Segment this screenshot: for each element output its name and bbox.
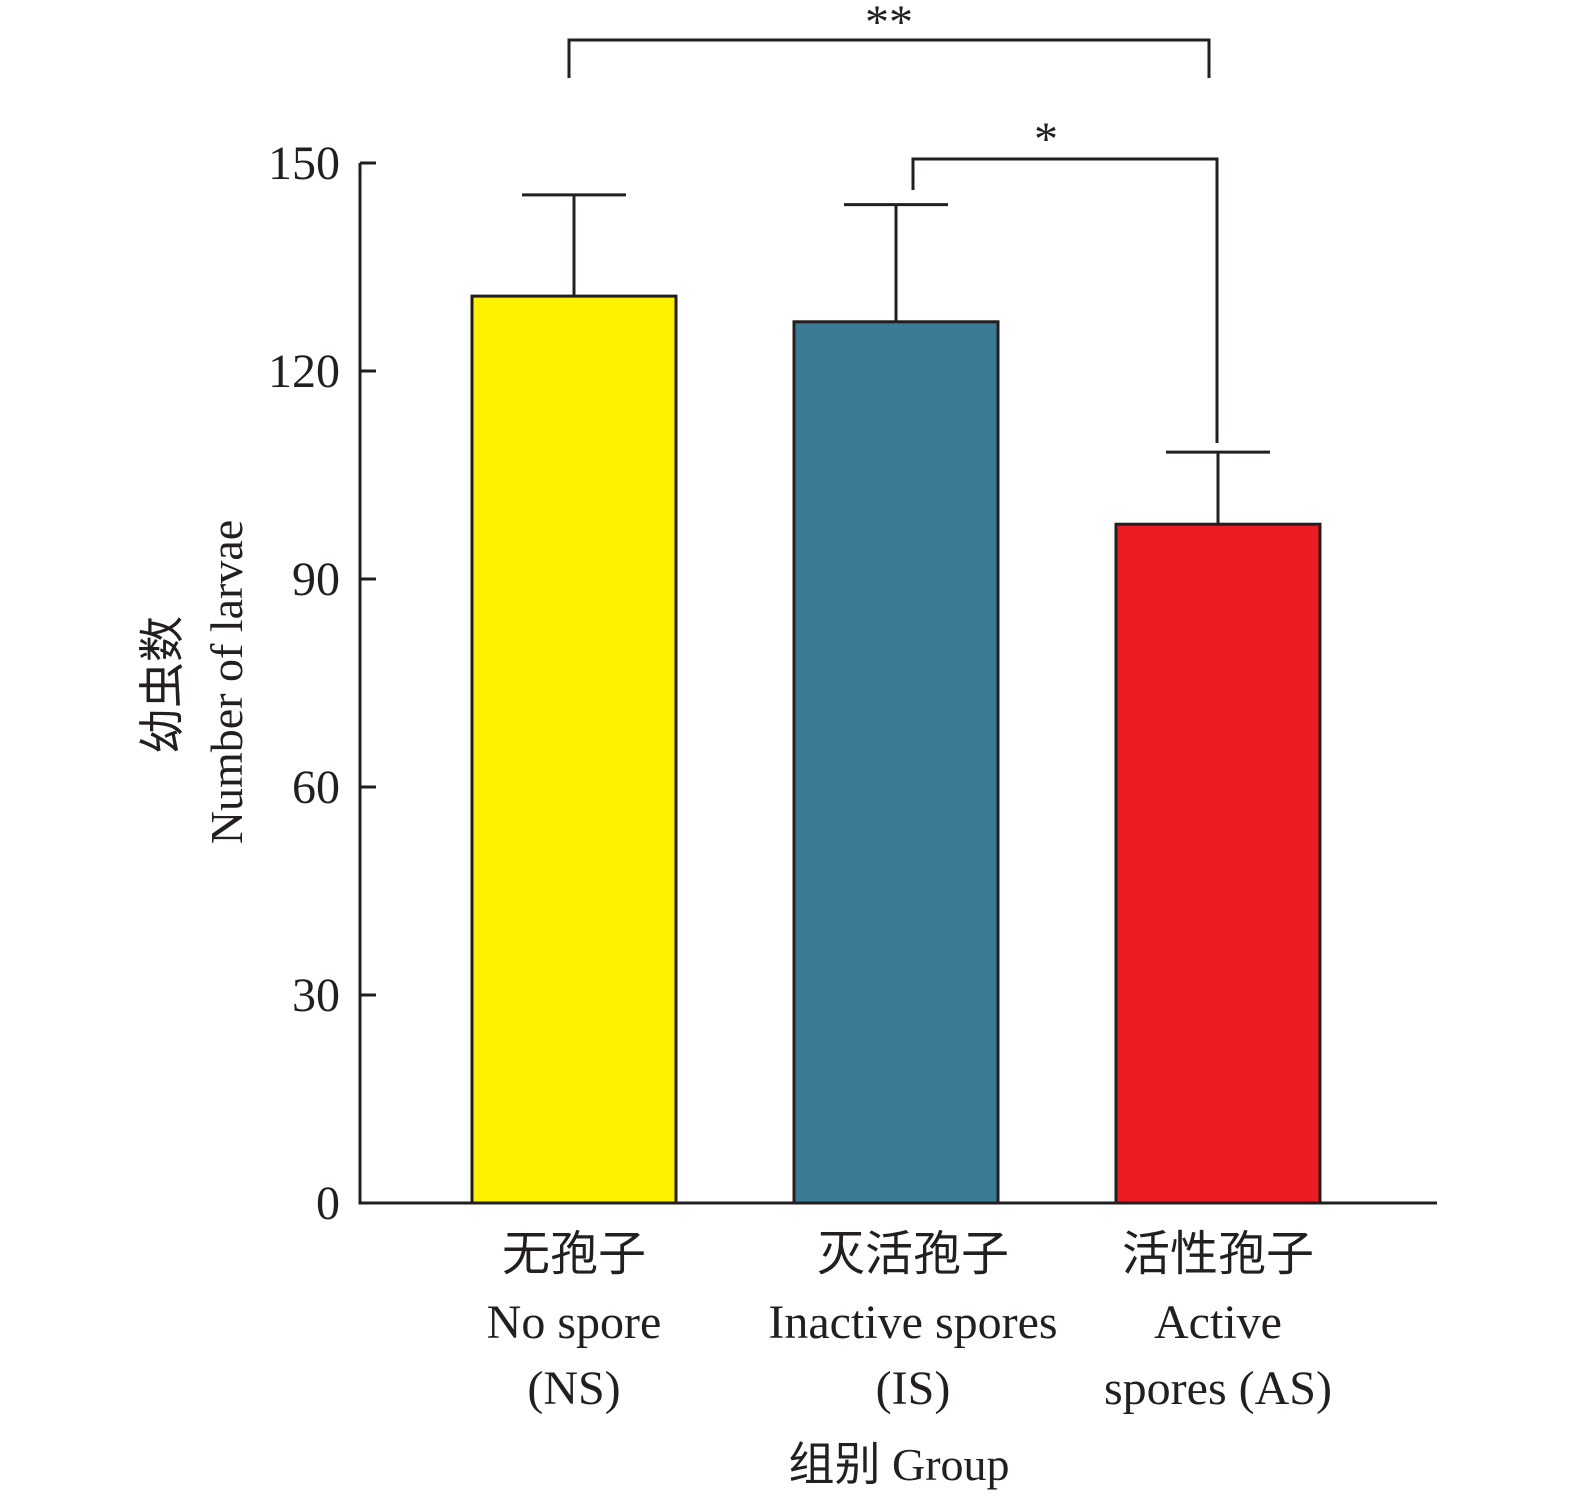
bar	[792, 320, 1000, 1205]
x-tick-label-cn: 灭活孢子	[817, 1228, 1009, 1281]
y-tick-label: 150	[268, 137, 340, 190]
x-tick-label-cn: 活性孢子	[1122, 1228, 1314, 1281]
significance-label: *	[1034, 113, 1058, 166]
x-tick-label-en: spores (AS)	[1104, 1362, 1332, 1415]
bars-group	[470, 294, 1322, 1205]
y-tick-label: 0	[316, 1177, 340, 1230]
bar	[470, 294, 678, 1205]
x-tick-label-en: (IS)	[876, 1362, 951, 1415]
significance-bracket	[911, 157, 1219, 443]
x-tick-label-en: Inactive spores	[768, 1296, 1057, 1349]
x-tick-label-en: (NS)	[527, 1362, 620, 1415]
y-tick-label: 30	[292, 969, 340, 1022]
y-axis-label: Number of larvae	[201, 520, 252, 844]
x-tick-labels-group: 无孢子 No spore (NS) 灭活孢子 Inactive spores (IS) 活性…	[487, 1228, 1332, 1415]
bar	[1114, 522, 1322, 1205]
x-tick-label-en: Active	[1154, 1296, 1282, 1349]
x-axis-label: 组别 Group	[788, 1439, 1009, 1490]
significance-label: **	[865, 0, 913, 49]
y-tick-label: 90	[292, 553, 340, 606]
significance-bracket	[567, 38, 1211, 78]
y-ticks-group: 0 30 60 90 120 150	[268, 137, 376, 1230]
significance-brackets-group: ***	[567, 0, 1219, 443]
x-tick-label-en: No spore	[487, 1296, 662, 1349]
error-bars-group	[522, 193, 1270, 525]
y-tick-label: 60	[292, 761, 340, 814]
x-tick-label-cn: 无孢子	[502, 1228, 646, 1281]
axes-group	[358, 163, 1437, 1205]
y-axis-label-cn: 幼虫数	[137, 616, 188, 754]
y-tick-label: 120	[268, 345, 340, 398]
